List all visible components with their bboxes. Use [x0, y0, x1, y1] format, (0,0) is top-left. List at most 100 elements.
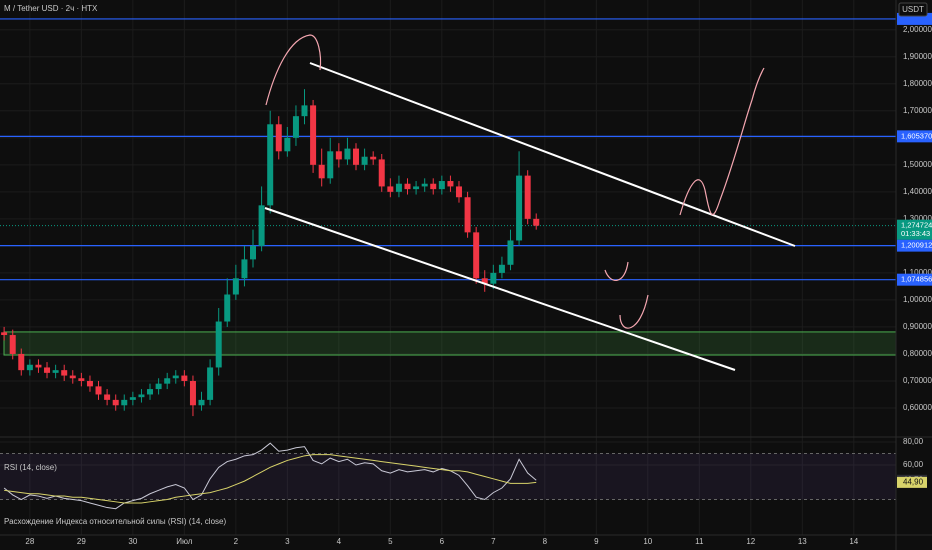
x-tick-label: 11: [695, 537, 704, 546]
candle-body: [121, 399, 128, 406]
candle-body: [44, 367, 51, 373]
candle-body: [224, 294, 231, 322]
candle-body: [447, 181, 454, 187]
candle-body: [438, 181, 445, 190]
candle-body: [430, 183, 437, 190]
candle-body: [26, 364, 33, 371]
candle-body: [344, 148, 351, 160]
candle-body: [421, 183, 428, 187]
candle-body: [413, 186, 420, 190]
countdown: 01:33:43: [901, 229, 930, 238]
candle-body: [35, 364, 42, 368]
sketch: [265, 34, 322, 106]
candle-body: [524, 175, 531, 219]
background-marks: [0, 18, 897, 501]
candle-body: [181, 375, 188, 381]
candle-body: [275, 124, 282, 152]
x-tick-label: 9: [594, 537, 599, 546]
sketch: [679, 67, 765, 216]
candle-body: [215, 321, 222, 368]
indicator-annotation: Расхождение Индекса относительной силы (…: [4, 517, 226, 526]
candle-body: [198, 399, 205, 406]
candle-body: [164, 378, 171, 384]
level-label: 1,200912: [901, 241, 932, 250]
candle-body: [516, 175, 523, 241]
sketch: [619, 294, 649, 329]
y-tick-label: 1,300000: [903, 214, 932, 223]
candle-body: [498, 264, 505, 273]
candle-body: [155, 383, 162, 390]
x-tick-label: 3: [285, 537, 290, 546]
last-price-box: [897, 219, 932, 240]
candle-body: [301, 105, 308, 117]
candle-body: [207, 367, 214, 400]
y-tick-label: 1,100000: [903, 268, 932, 277]
level-label: 1,605370: [901, 131, 932, 140]
marks: [1, 89, 540, 510]
y-tick-label: 80,00: [903, 437, 924, 446]
candle-body: [490, 272, 497, 284]
candle-body: [61, 370, 68, 376]
candle-body: [352, 148, 359, 165]
candle-body: [9, 335, 16, 354]
candle-body: [52, 370, 59, 373]
candle-body: [455, 186, 462, 198]
level-label-box: [897, 130, 932, 143]
candle-body: [147, 389, 154, 395]
candle-body: [507, 240, 514, 265]
candle-body: [533, 218, 540, 226]
x-tick-label: 5: [388, 537, 393, 546]
y-tick-label: 1,400000: [903, 187, 932, 196]
x-tick-label: 2: [234, 537, 239, 546]
candle-body: [395, 183, 402, 192]
candle-body: [241, 259, 248, 279]
last-price-label: 1,274724: [901, 221, 932, 230]
x-tick-label: 10: [643, 537, 652, 546]
zone: [3, 331, 897, 356]
candle-body: [404, 183, 411, 190]
currency-label[interactable]: USDT: [902, 5, 924, 14]
currency-box[interactable]: [898, 2, 928, 17]
x-tick-label: 8: [543, 537, 548, 546]
candle-body: [104, 394, 111, 400]
x-tick-label: 7: [491, 537, 496, 546]
candle-body: [249, 245, 256, 260]
candle-body: [318, 164, 325, 179]
candle-body: [69, 375, 76, 379]
candle-body: [1, 332, 8, 336]
x-tick-label: Июл: [176, 537, 193, 546]
level-label-box: [897, 239, 932, 252]
candle-body: [78, 378, 85, 381]
candle-body: [18, 353, 25, 371]
level-label-box: [897, 273, 932, 286]
x-tick-label: 6: [440, 537, 445, 546]
candle-body: [284, 137, 291, 152]
candle-body: [138, 394, 145, 398]
candle-body: [232, 278, 239, 295]
candle-body: [335, 151, 342, 160]
trend-line: [264, 207, 736, 371]
candle-body: [189, 380, 196, 406]
candle-body: [473, 232, 480, 279]
candle-body: [267, 124, 274, 206]
sketch: [604, 261, 629, 281]
indicator-title: RSI (14, close): [4, 463, 57, 472]
candle-body: [387, 186, 394, 192]
level-label: 1,074856: [901, 275, 932, 284]
rsi-line: [4, 454, 537, 504]
y-tick-label: 0,600000: [903, 403, 932, 412]
candle-body: [86, 380, 93, 387]
x-tick-label: 13: [798, 537, 807, 546]
drawings: [264, 34, 796, 371]
candle-body: [361, 156, 368, 165]
candle-body: [378, 159, 385, 187]
